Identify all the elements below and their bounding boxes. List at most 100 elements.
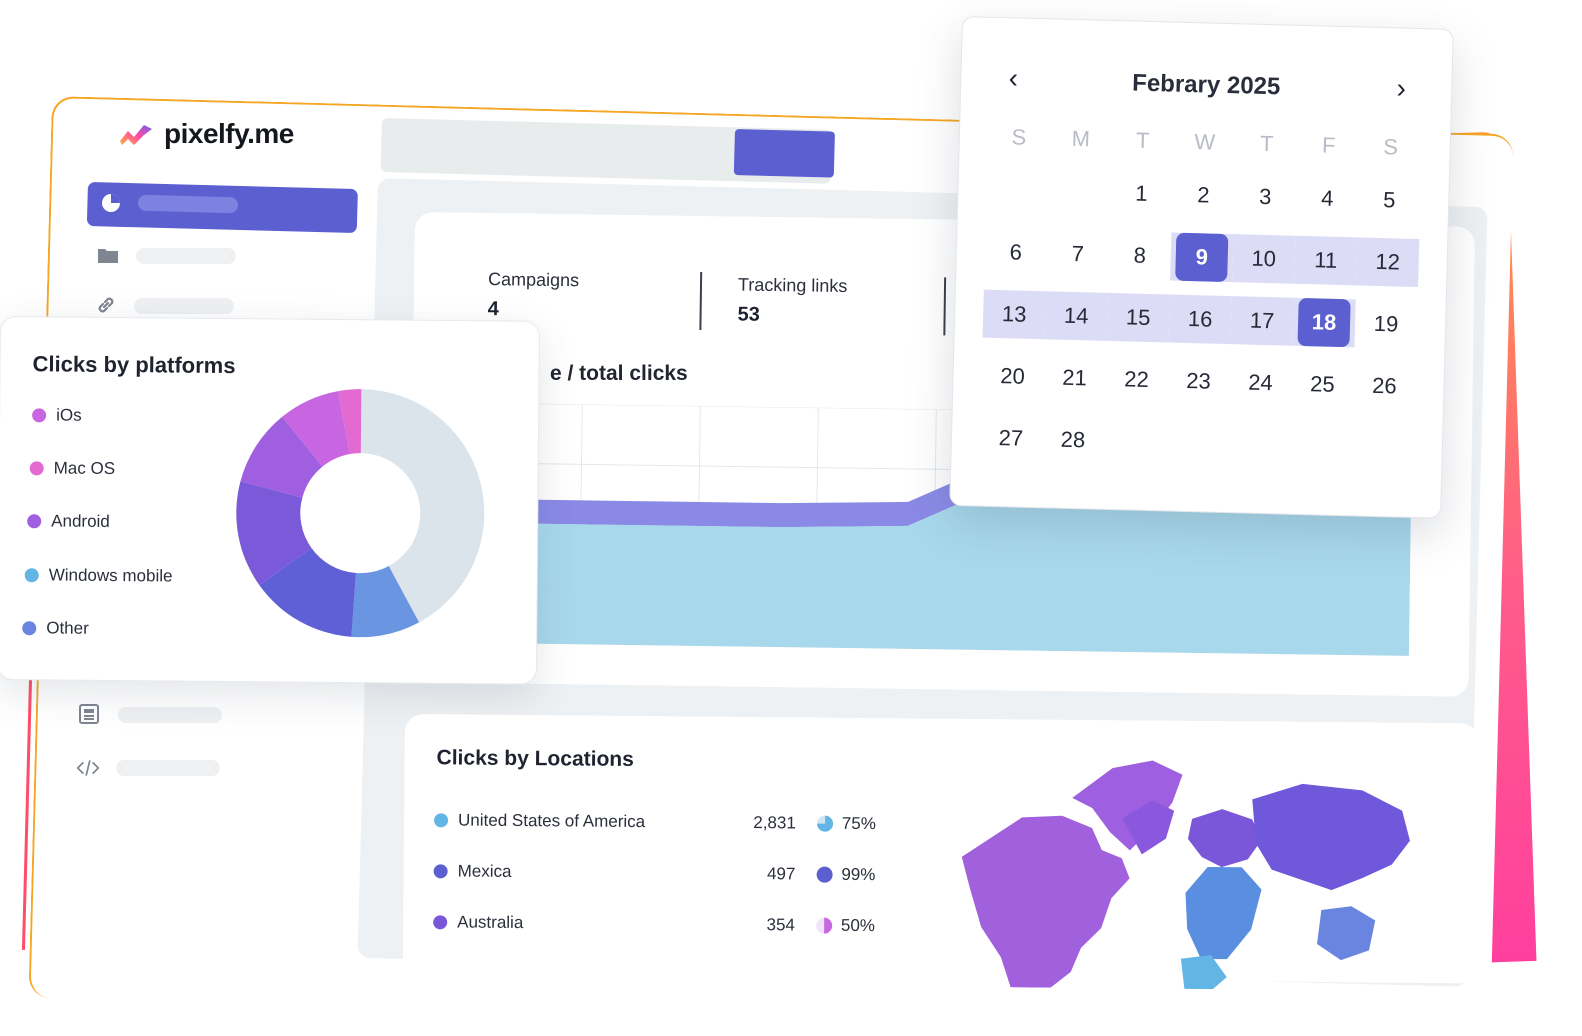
chart-title: e / total clicks [550,362,688,385]
calendar-day[interactable]: 24 [1247,369,1274,396]
donut-segment-other [259,547,357,637]
calendar-day[interactable]: 27 [998,425,1024,451]
calendar-day[interactable]: 2 [1196,182,1210,208]
calendar-day[interactable]: 23 [1185,368,1212,394]
weekday-label: T [1259,130,1274,157]
link-icon [94,293,118,317]
calendar-day[interactable]: 9 [1170,232,1234,283]
calendar-day[interactable]: 5 [1382,187,1396,213]
calendar-day[interactable]: 18 [1292,297,1356,348]
legend-item: Other [22,618,89,639]
logo[interactable]: pixelfy.me [118,118,294,150]
legend-label: Android [51,511,110,531]
calendar-day[interactable]: 6 [1009,239,1023,265]
location-percent: 50% [840,915,876,936]
sidebar-item-label-placeholder [137,194,239,214]
calendar-empty-cell [986,166,1049,216]
calendar-day[interactable]: 13 [982,289,1046,340]
weekday-label: W [1194,129,1216,155]
calendar-day[interactable]: 12 [1356,237,1420,288]
location-count: 2,831 [753,813,796,833]
donut-segment-windows-mobile [351,565,420,638]
calendar-day[interactable]: 11 [1294,235,1358,286]
topbar-action-button[interactable] [733,129,835,178]
calendar-day[interactable]: 20 [1000,363,1026,389]
legend-label: iOs [56,405,82,425]
platforms-card: Clicks by platforms iOs Mac OS Android W… [0,316,540,685]
pie-chart-icon [102,194,120,212]
donut-segment-remaining [360,389,485,623]
legend-swatch [22,621,37,636]
calendar-day[interactable]: 28 [1060,426,1086,453]
legend-label: Windows mobile [48,565,173,586]
legend-swatch [433,864,448,879]
stat-label: Campaigns [487,269,580,291]
donut-segment-android-2 [240,416,323,498]
legend-label: Mac OS [53,458,116,479]
location-percent: 99% [841,864,876,885]
percent-pie-icon [815,917,832,934]
calendar-day[interactable]: 26 [1371,372,1398,399]
table-row: United States of America 2,831 75% [434,810,894,834]
table-row: Australia 354 50% [433,912,893,936]
weekday-label: M [1071,125,1091,152]
weekday-label: T [1135,127,1150,153]
chevron-right-icon[interactable]: › [1396,72,1407,104]
newspaper-icon [78,702,102,726]
locations-card: Clicks by Locations United States of Ame… [402,714,1479,991]
sidebar-item-integrations[interactable] [116,760,220,776]
calendar-day[interactable]: 19 [1373,310,1399,337]
sidebar-item-links[interactable] [134,298,234,314]
legend-item: Windows mobile [24,565,173,586]
calendar-day[interactable]: 1 [1134,180,1148,206]
legend-label: Other [46,618,89,638]
legend-item: iOs [32,405,82,425]
location-name: Australia [457,912,524,933]
table-row: Mexica 497 99% [433,861,894,885]
calendar-day[interactable]: 3 [1258,183,1272,210]
donut-segment-android [236,481,312,586]
weekday-label: F [1321,132,1336,158]
legend-item: Android [27,511,110,532]
code-icon [76,756,100,780]
legend-swatch [24,568,39,583]
legend-swatch [32,408,47,423]
legend-swatch [434,813,449,828]
location-name: Mexica [457,861,512,881]
platforms-donut-chart [236,389,485,638]
calendar-grid: S M T W T F S 1 2 3 4 5 6 7 8 9 10 11 12 13 14 15 16 17 18 19 20 21… [979,122,1422,473]
divider [699,271,703,331]
legend-swatch [27,514,42,529]
sidebar-item-campaigns[interactable] [136,248,236,264]
calendar-day[interactable]: 15 [1106,292,1170,343]
percent-pie-icon [816,866,833,883]
weekday-label: S [1011,124,1027,150]
calendar-day[interactable]: 21 [1062,364,1088,391]
location-percent: 75% [841,813,876,834]
location-count: 497 [766,864,796,884]
stat-value: 53 [737,303,761,326]
donut-segment-ios [282,391,350,467]
stat-value: 4 [487,298,499,321]
world-map [961,760,1410,991]
date-range-calendar: ‹ Febrary 2025 › S M T W T F S 1 2 3 4 5 6 7 8 9 10 11 12 1… [949,16,1454,519]
calendar-day[interactable]: 8 [1133,242,1147,268]
calendar-day[interactable]: 7 [1071,240,1085,267]
calendar-day[interactable]: 16 [1168,294,1232,345]
sidebar-item-reports[interactable] [118,707,222,723]
calendar-day[interactable]: 17 [1230,296,1294,346]
stat-campaigns: Campaigns 4 [487,269,579,322]
calendar-day[interactable]: 4 [1320,185,1334,211]
calendar-day[interactable]: 10 [1232,234,1296,284]
calendar-day[interactable]: 14 [1044,291,1108,341]
legend-swatch [29,461,44,476]
calendar-empty-cell [1048,167,1111,217]
calendar-day[interactable]: 25 [1309,371,1336,397]
legend-item: Mac OS [29,458,116,479]
folder-icon [96,243,120,267]
location-count: 354 [766,915,796,935]
platforms-title: Clicks by platforms [32,351,236,379]
stat-label: Tracking links [737,274,848,297]
location-name: United States of America [457,810,646,832]
calendar-day[interactable]: 22 [1123,366,1150,393]
